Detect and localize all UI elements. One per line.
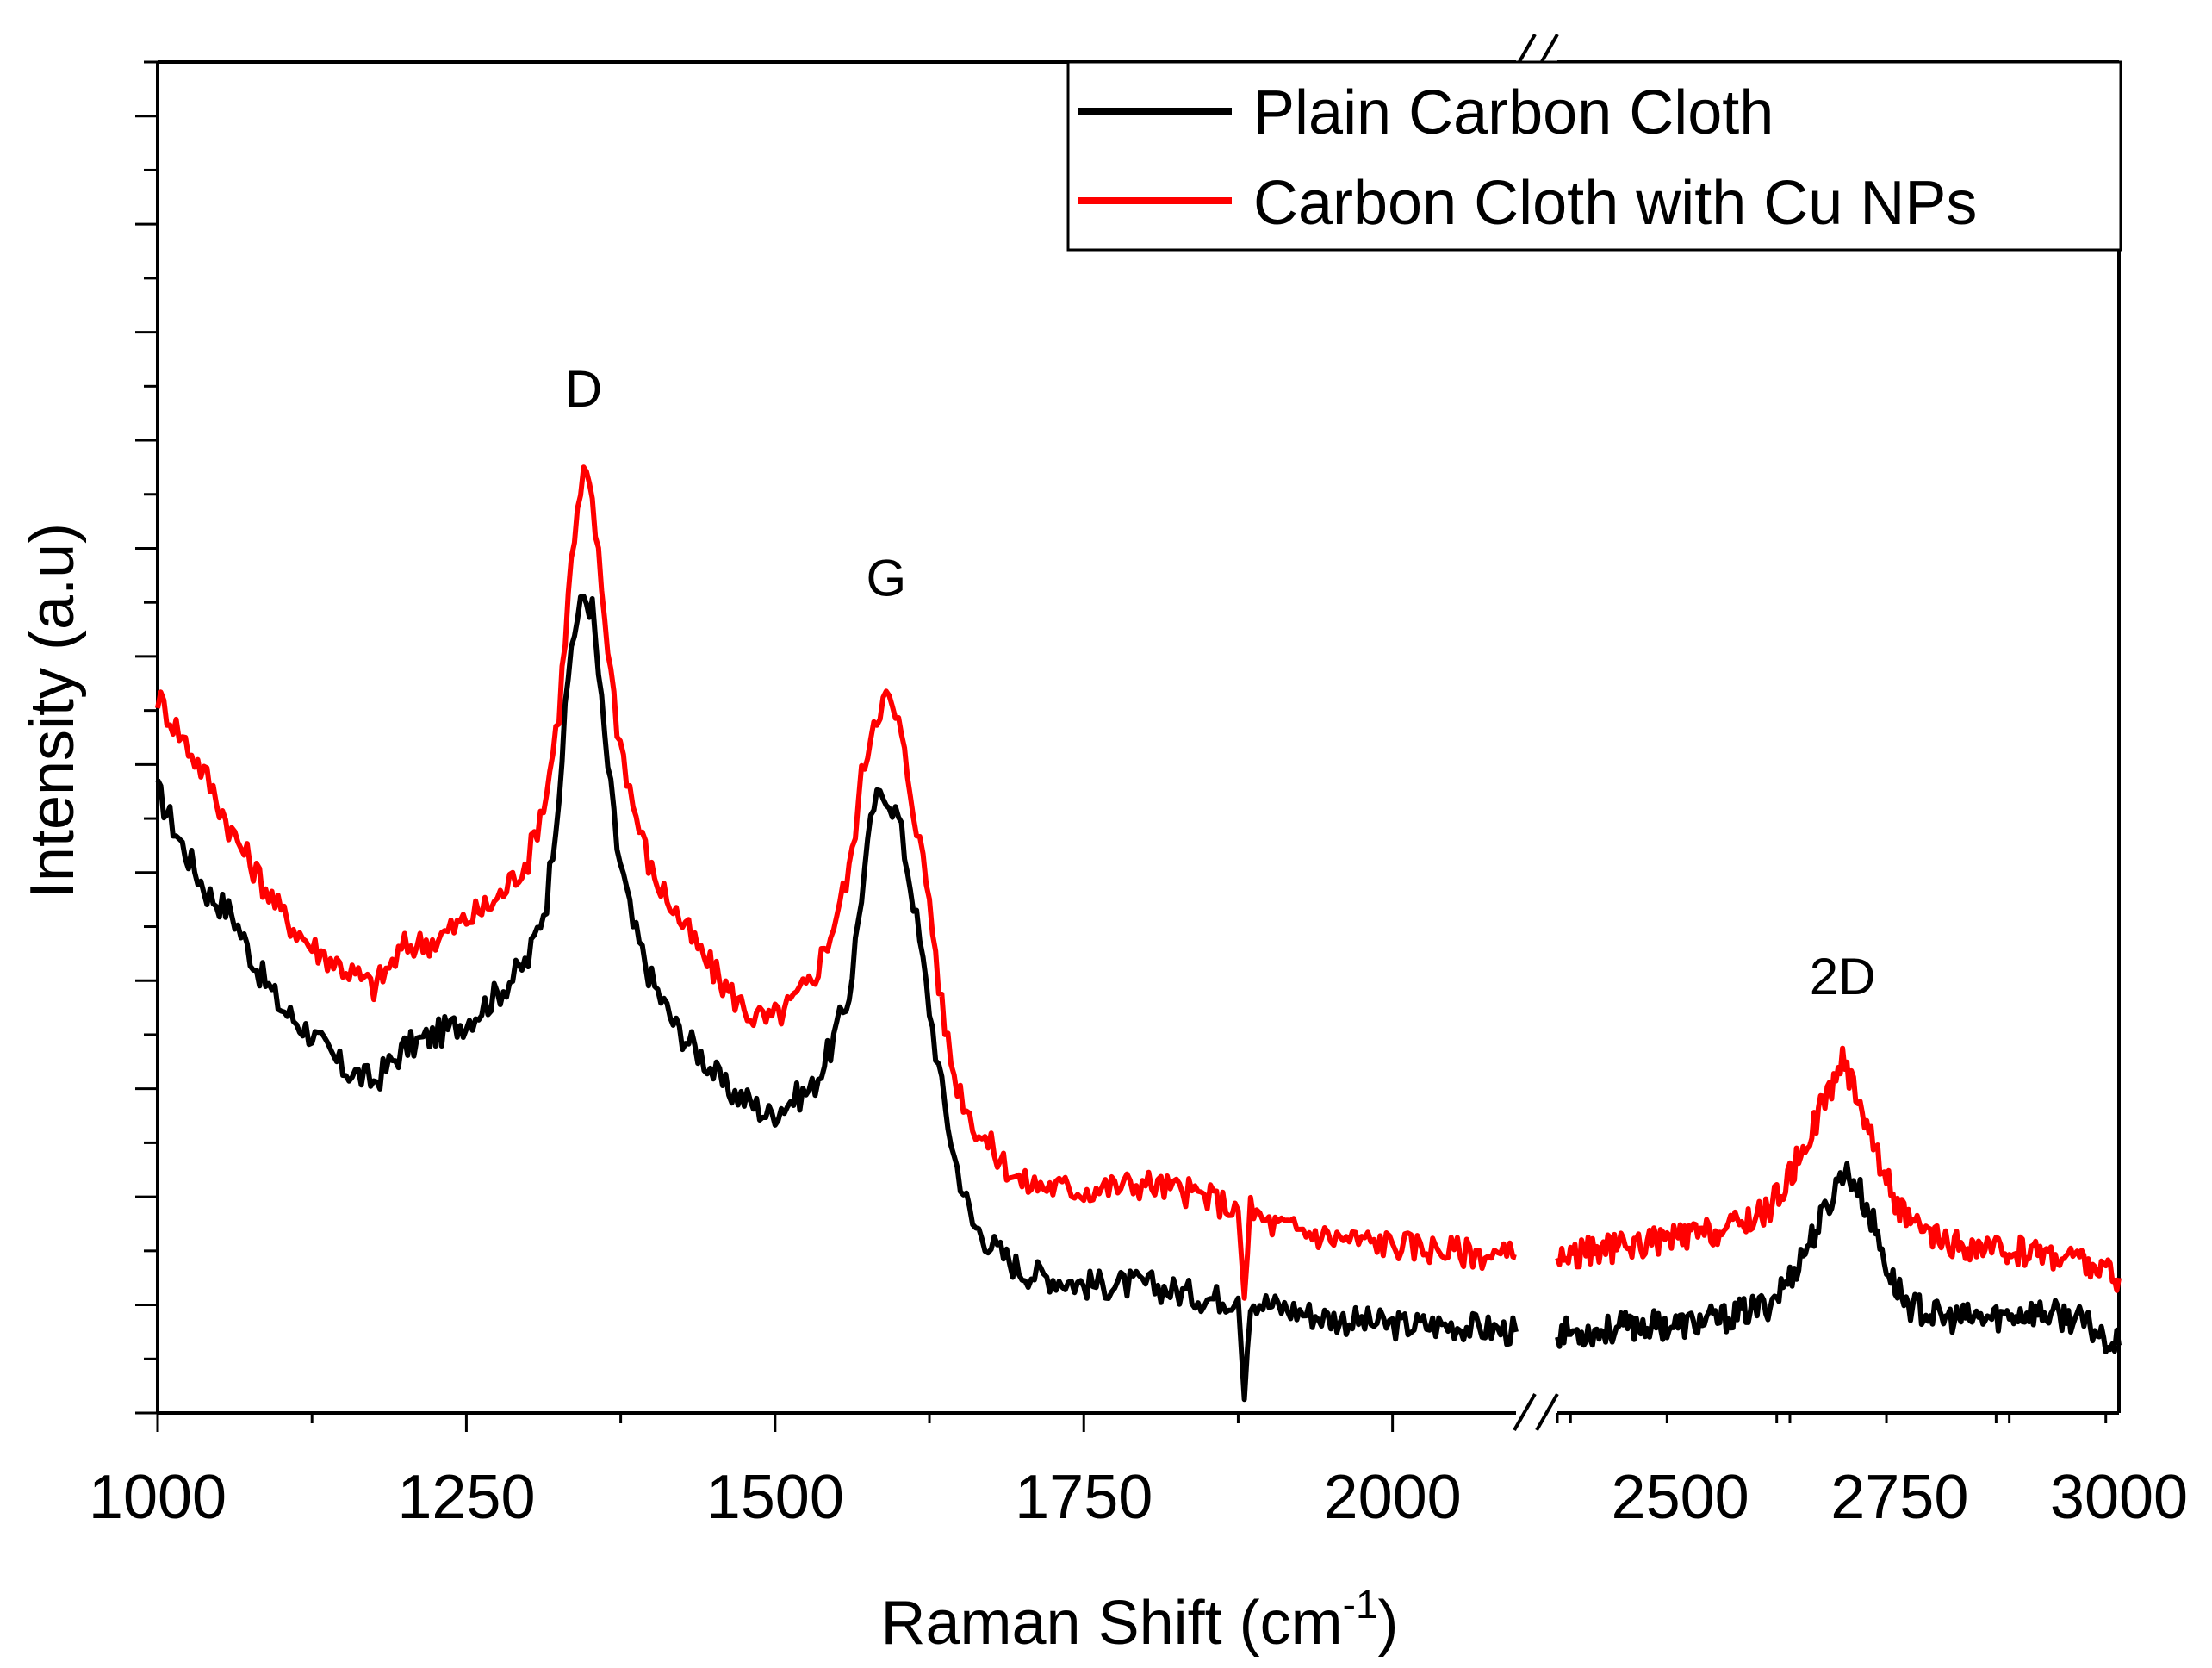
series-line-carbon-cloth-with-cu-nps-segment-2 <box>1555 1045 2122 1293</box>
x-tick-label: 2750 <box>1830 1463 1968 1532</box>
series-line-carbon-cloth-with-cu-nps <box>155 464 1517 1301</box>
x-axis-ticks <box>156 1413 2108 1432</box>
y-axis-title: Intensity (a.u) <box>18 523 87 899</box>
peak-annotations: D G 2D <box>565 360 1876 1005</box>
x-tick-label: 1000 <box>89 1463 227 1532</box>
x-tick-label: 1500 <box>706 1463 844 1532</box>
x-tick-label: 2000 <box>1324 1463 1462 1532</box>
x-tick-label: 1750 <box>1015 1463 1153 1532</box>
x-tick-label: 2500 <box>1612 1463 1749 1532</box>
legend: Plain Carbon Cloth Carbon Cloth with Cu … <box>1066 60 2122 252</box>
series-lines <box>155 464 2122 1403</box>
x-axis-title-superscript: -1 <box>1343 1582 1378 1627</box>
x-tick-label: 1250 <box>397 1463 535 1532</box>
x-tick-label: 3000 <box>2050 1463 2188 1532</box>
series-line-plain-carbon-cloth <box>155 594 1519 1403</box>
peak-label-2d: 2D <box>1810 948 1876 1005</box>
series-line-plain-carbon-cloth-segment-2 <box>1555 1161 2122 1354</box>
peak-label-d: D <box>565 360 602 418</box>
peak-label-g: G <box>867 549 907 607</box>
legend-label-plain-carbon-cloth: Plain Carbon Cloth <box>1253 78 1774 147</box>
x-axis-tick-labels: 1000 1250 1500 1750 2000 2500 2750 3000 <box>89 1463 2188 1532</box>
y-axis-ticks <box>135 60 158 1415</box>
legend-label-carbon-cloth-cu-nps: Carbon Cloth with Cu NPs <box>1253 169 1977 238</box>
x-axis-title: Raman Shift (cm-1) <box>880 1582 1398 1658</box>
